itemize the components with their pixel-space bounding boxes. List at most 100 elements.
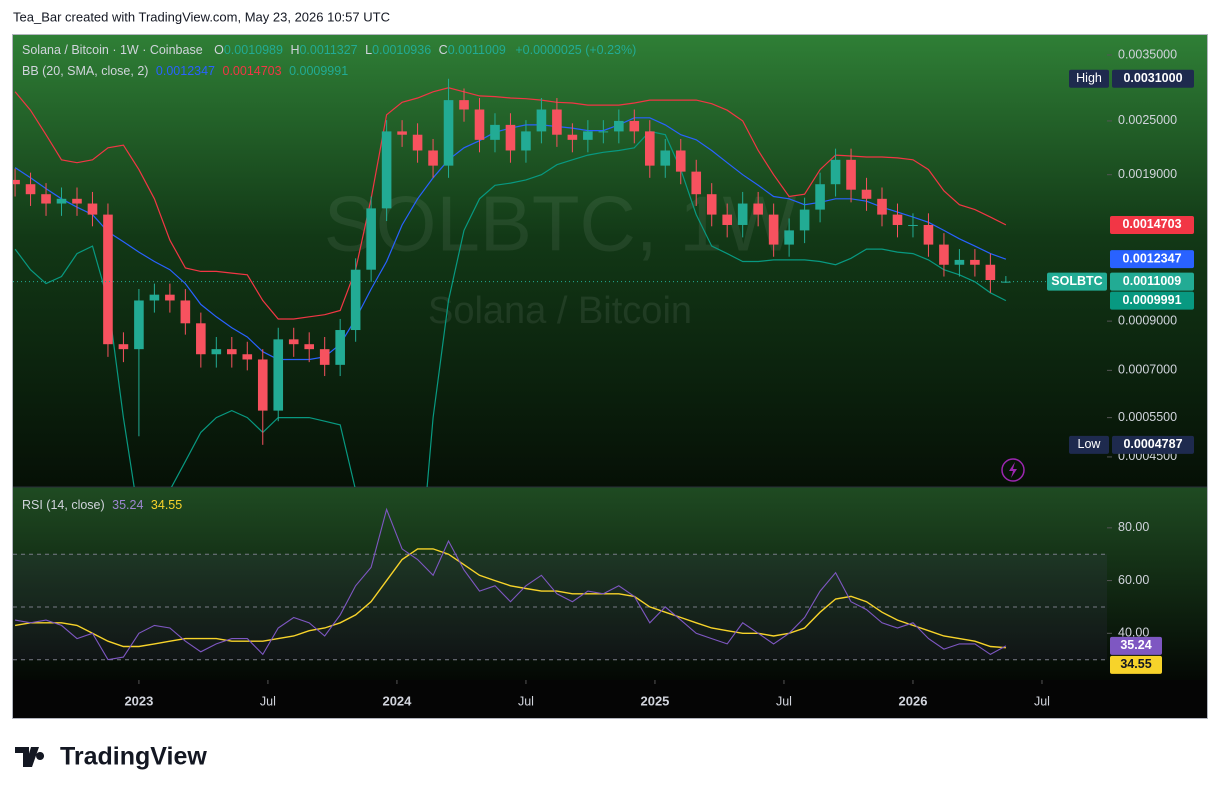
x-tick-label: Jul bbox=[1034, 694, 1050, 708]
rsi-legend: RSI (14, close) 35.24 34.55 bbox=[22, 498, 182, 512]
rsi-line bbox=[14, 548, 1006, 649]
candle-body bbox=[660, 150, 671, 166]
candle-body bbox=[815, 184, 825, 210]
candle-body bbox=[288, 339, 299, 345]
candle-body bbox=[861, 189, 872, 199]
y-tick-label: 0.0009000 bbox=[1118, 313, 1177, 327]
candle-body bbox=[521, 131, 531, 151]
candle-body bbox=[103, 214, 113, 345]
rsi-pane bbox=[13, 487, 1207, 680]
candle-body bbox=[737, 203, 748, 225]
x-tick-label: Jul bbox=[260, 694, 276, 708]
candle-body bbox=[56, 198, 67, 204]
alert-icon[interactable] bbox=[1001, 458, 1025, 482]
price-tag: 0.0009991 bbox=[1122, 293, 1181, 307]
candle-body bbox=[629, 120, 640, 132]
candle-body bbox=[428, 150, 438, 166]
marker-label: 0.0004787 bbox=[1123, 437, 1182, 451]
brand-logo bbox=[15, 747, 45, 767]
ohlc-label: L bbox=[365, 43, 372, 57]
y-tick-label: 0.0019000 bbox=[1118, 167, 1177, 181]
price-legend: Solana / Bitcoin · 1W · Coinbase O0.0010… bbox=[22, 43, 636, 57]
y-tick-label: 0.0035000 bbox=[1118, 47, 1177, 61]
marker-label-bg bbox=[1112, 435, 1194, 454]
candle-body bbox=[753, 203, 763, 215]
price-tag: 0.0011009 bbox=[1123, 274, 1181, 288]
bb-upper-value: 0.0014703 bbox=[223, 64, 282, 78]
price-tag-bg bbox=[1110, 291, 1194, 310]
candle-body bbox=[908, 224, 918, 226]
candle-body bbox=[25, 184, 36, 195]
candle-body bbox=[304, 344, 315, 350]
candle-body bbox=[273, 339, 284, 411]
ohlc-value: 0.0011327 bbox=[299, 43, 357, 57]
y-tick-label: 0.0005500 bbox=[1118, 410, 1177, 424]
bb-line bbox=[14, 87, 1007, 320]
change: +0.0000025 (+0.23%) bbox=[515, 43, 636, 57]
candle-body bbox=[412, 134, 423, 151]
bb-line bbox=[14, 130, 1007, 487]
candle-body bbox=[939, 244, 949, 265]
candle-body bbox=[567, 134, 578, 140]
bb-legend: BB (20, SMA, close, 2) 0.0012347 0.00147… bbox=[22, 64, 348, 78]
candle-body bbox=[552, 109, 562, 135]
x-tick-label: 2023 bbox=[124, 693, 153, 708]
candle-body bbox=[598, 131, 609, 133]
candle-body bbox=[799, 209, 810, 231]
rsi-value: 35.24 bbox=[112, 498, 143, 512]
marker-label-bg bbox=[1112, 69, 1194, 88]
plot bbox=[13, 78, 1011, 487]
candle-body bbox=[954, 259, 965, 265]
candle-body bbox=[474, 109, 485, 140]
rsi-title: RSI (14, close) bbox=[22, 498, 105, 512]
candle-body bbox=[443, 100, 454, 166]
candle-body bbox=[149, 294, 160, 301]
candle-body bbox=[13, 179, 20, 185]
candle-body bbox=[41, 194, 51, 204]
ohlc-label: H bbox=[290, 43, 299, 57]
candle-body bbox=[87, 203, 98, 215]
candle-body bbox=[319, 349, 330, 365]
x-tick-label: Jul bbox=[776, 694, 792, 708]
ohlc-label: O bbox=[214, 43, 224, 57]
candle-body bbox=[72, 198, 82, 204]
candle-body bbox=[892, 214, 903, 225]
alert-bolt bbox=[1009, 462, 1017, 478]
marker-name-bg bbox=[1069, 69, 1109, 88]
price-tag: 0.0014703 bbox=[1122, 217, 1181, 231]
marker-name-bg bbox=[1069, 435, 1109, 454]
candle-body bbox=[583, 131, 593, 140]
candle-body bbox=[381, 131, 392, 209]
candle-body bbox=[366, 208, 376, 270]
candle-body bbox=[877, 198, 887, 215]
watermark-sub: Solana / Bitcoin bbox=[428, 290, 692, 332]
ohlc-label: C bbox=[439, 43, 448, 57]
marker-name: Low bbox=[1078, 437, 1102, 451]
candle-body bbox=[165, 294, 175, 301]
time-axis bbox=[13, 680, 1207, 718]
price-tags: 0.0012347 0.0014703 0.0009991 0.0011009 SOLB… bbox=[1047, 69, 1194, 454]
indicator-title: BB (20, SMA, close, 2) bbox=[22, 64, 148, 78]
marker-name: High bbox=[1076, 71, 1102, 85]
y-tick-label: 40.00 bbox=[1118, 626, 1149, 640]
symbol-tag-bg bbox=[1047, 272, 1107, 291]
ohlc-value: 0.0010989 bbox=[224, 43, 283, 57]
price-pane bbox=[13, 35, 1207, 487]
bb-mid-value: 0.0012347 bbox=[156, 64, 215, 78]
candle-body bbox=[227, 349, 237, 355]
rsi-ma-value: 34.55 bbox=[151, 498, 182, 512]
credit: Tea_Bar created with TradingView.com, Ma… bbox=[13, 9, 390, 24]
candle-body bbox=[830, 159, 841, 185]
rsi-tag: 35.24 bbox=[1120, 638, 1151, 652]
candle-body bbox=[706, 194, 717, 215]
candle-body bbox=[985, 264, 996, 281]
candle-body bbox=[118, 344, 129, 350]
price-tag: 0.0012347 bbox=[1122, 251, 1181, 265]
candle-body bbox=[196, 323, 206, 355]
candle-body bbox=[335, 330, 345, 365]
y-tick-label: 60.00 bbox=[1118, 573, 1149, 587]
candle-body bbox=[722, 214, 732, 225]
candle-body bbox=[846, 159, 856, 190]
rsi-tag-bg bbox=[1110, 636, 1162, 655]
